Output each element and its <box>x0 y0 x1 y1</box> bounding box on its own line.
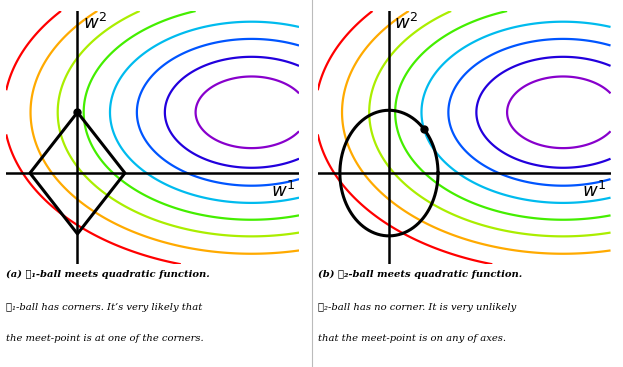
Text: (b) ℓ₂-ball meets quadratic function.: (b) ℓ₂-ball meets quadratic function. <box>318 270 522 279</box>
Text: the meet-point is at one of the corners.: the meet-point is at one of the corners. <box>6 334 204 343</box>
Text: $w^1$: $w^1$ <box>270 181 295 201</box>
Text: ℓ₂-ball has no corner. It is very unlikely: ℓ₂-ball has no corner. It is very unlike… <box>318 303 516 312</box>
Text: ℓ₁-ball has corners. It’s very likely that: ℓ₁-ball has corners. It’s very likely th… <box>6 303 202 312</box>
Text: $w^2$: $w^2$ <box>83 13 107 33</box>
Text: $w^1$: $w^1$ <box>582 181 607 201</box>
Text: $w^2$: $w^2$ <box>394 13 419 33</box>
Text: that the meet-point is on any of axes.: that the meet-point is on any of axes. <box>318 334 506 343</box>
Text: (a) ℓ₁-ball meets quadratic function.: (a) ℓ₁-ball meets quadratic function. <box>6 270 210 279</box>
